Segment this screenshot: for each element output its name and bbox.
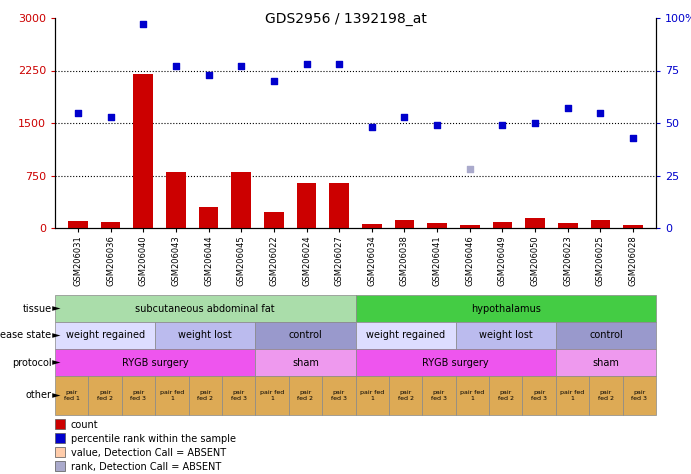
Text: pair
fed 3: pair fed 3 bbox=[531, 390, 547, 401]
Polygon shape bbox=[53, 360, 61, 365]
Bar bbox=[264, 212, 283, 228]
Text: pair
fed 2: pair fed 2 bbox=[498, 390, 513, 401]
Text: pair
fed 2: pair fed 2 bbox=[598, 390, 614, 401]
Text: rank, Detection Call = ABSENT: rank, Detection Call = ABSENT bbox=[70, 463, 221, 473]
Point bbox=[595, 109, 606, 116]
Text: sham: sham bbox=[292, 357, 319, 367]
Text: pair fed
1: pair fed 1 bbox=[560, 390, 585, 401]
Point bbox=[399, 113, 410, 120]
Bar bbox=[231, 172, 251, 228]
Text: pair
fed 2: pair fed 2 bbox=[297, 390, 314, 401]
Point bbox=[334, 60, 345, 68]
Point bbox=[203, 71, 214, 79]
Point bbox=[497, 121, 508, 129]
Bar bbox=[395, 220, 415, 228]
Bar bbox=[101, 222, 120, 228]
Text: pair
fed 1: pair fed 1 bbox=[64, 390, 79, 401]
Text: disease state: disease state bbox=[0, 330, 52, 340]
Text: weight lost: weight lost bbox=[479, 330, 533, 340]
Text: sham: sham bbox=[592, 357, 619, 367]
Text: pair fed
1: pair fed 1 bbox=[460, 390, 484, 401]
Text: pair
fed 3: pair fed 3 bbox=[632, 390, 647, 401]
Point bbox=[562, 104, 574, 112]
Point bbox=[627, 134, 638, 142]
Text: other: other bbox=[26, 391, 52, 401]
Text: pair fed
1: pair fed 1 bbox=[160, 390, 184, 401]
Point bbox=[268, 77, 279, 85]
Point bbox=[138, 20, 149, 28]
Bar bbox=[133, 74, 153, 228]
Point bbox=[432, 121, 443, 129]
Text: value, Detection Call = ABSENT: value, Detection Call = ABSENT bbox=[70, 448, 226, 458]
Bar bbox=[460, 225, 480, 228]
Bar bbox=[558, 223, 578, 228]
Bar bbox=[166, 172, 186, 228]
Text: pair fed
1: pair fed 1 bbox=[360, 390, 384, 401]
Text: weight lost: weight lost bbox=[178, 330, 232, 340]
Text: subcutaneous abdominal fat: subcutaneous abdominal fat bbox=[135, 303, 275, 313]
Text: pair
fed 2: pair fed 2 bbox=[97, 390, 113, 401]
Polygon shape bbox=[53, 306, 61, 311]
Bar bbox=[591, 219, 610, 228]
Point bbox=[105, 113, 116, 120]
Text: weight regained: weight regained bbox=[366, 330, 445, 340]
Text: pair
fed 2: pair fed 2 bbox=[197, 390, 214, 401]
Point bbox=[170, 63, 181, 70]
Text: pair
fed 3: pair fed 3 bbox=[131, 390, 146, 401]
Polygon shape bbox=[53, 333, 61, 338]
Point bbox=[73, 109, 84, 116]
Text: hypothalamus: hypothalamus bbox=[471, 303, 540, 313]
Polygon shape bbox=[53, 393, 61, 398]
Text: control: control bbox=[589, 330, 623, 340]
Text: pair
fed 2: pair fed 2 bbox=[397, 390, 414, 401]
Text: pair
fed 3: pair fed 3 bbox=[431, 390, 447, 401]
Bar bbox=[68, 221, 88, 228]
Bar bbox=[362, 224, 381, 228]
Bar bbox=[199, 207, 218, 228]
Point bbox=[301, 60, 312, 68]
Text: pair
fed 3: pair fed 3 bbox=[231, 390, 247, 401]
Text: control: control bbox=[289, 330, 322, 340]
Text: RYGB surgery: RYGB surgery bbox=[122, 357, 189, 367]
Bar bbox=[623, 225, 643, 228]
Bar bbox=[427, 223, 447, 228]
Text: GDS2956 / 1392198_at: GDS2956 / 1392198_at bbox=[265, 12, 426, 26]
Bar bbox=[525, 218, 545, 228]
Bar bbox=[296, 182, 316, 228]
Text: count: count bbox=[70, 420, 98, 430]
Point bbox=[529, 119, 540, 127]
Text: RYGB surgery: RYGB surgery bbox=[422, 357, 489, 367]
Text: weight regained: weight regained bbox=[66, 330, 144, 340]
Point bbox=[366, 123, 377, 131]
Text: tissue: tissue bbox=[22, 303, 52, 313]
Bar bbox=[330, 182, 349, 228]
Text: pair fed
1: pair fed 1 bbox=[260, 390, 284, 401]
Text: percentile rank within the sample: percentile rank within the sample bbox=[70, 435, 236, 445]
Text: pair
fed 3: pair fed 3 bbox=[331, 390, 347, 401]
Bar bbox=[493, 222, 512, 228]
Text: protocol: protocol bbox=[12, 357, 52, 367]
Point bbox=[464, 165, 475, 173]
Point bbox=[236, 63, 247, 70]
